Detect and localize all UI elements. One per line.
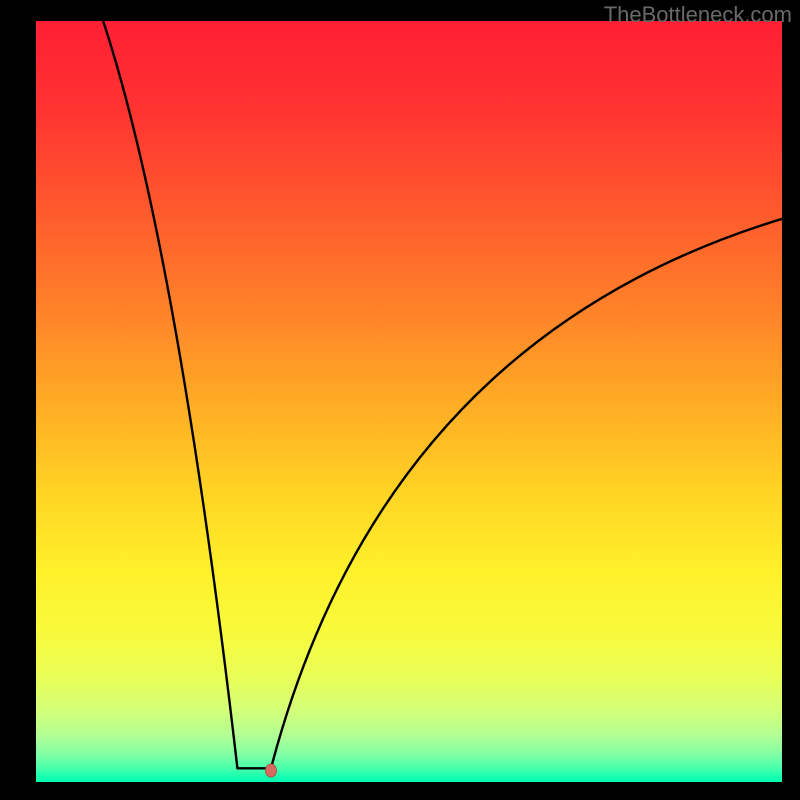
gradient-background — [36, 21, 782, 782]
chart-frame: TheBottleneck.com — [0, 0, 800, 800]
plot-area — [36, 21, 782, 782]
watermark-text: TheBottleneck.com — [604, 2, 792, 28]
optimum-marker — [265, 764, 276, 777]
